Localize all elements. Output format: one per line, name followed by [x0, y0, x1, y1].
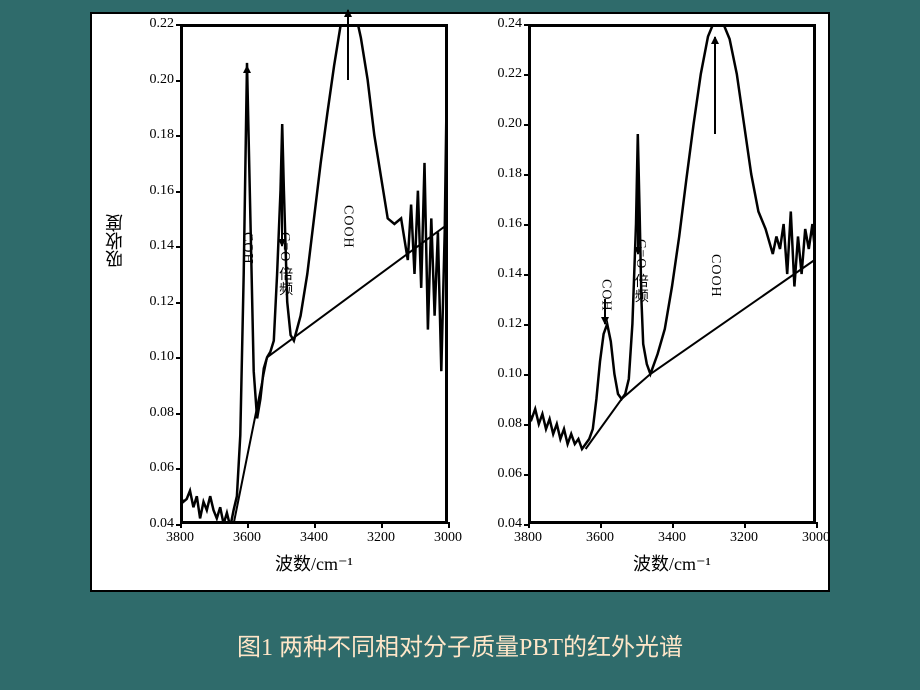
x-axis-label: 波数/cm⁻¹: [633, 550, 711, 576]
x-tick: 3800: [514, 530, 542, 546]
x-tick: 3600: [233, 530, 261, 546]
spectrum-line: [528, 19, 816, 449]
peak-arrow-icon: [246, 66, 248, 108]
peak-arrow-icon: [604, 299, 606, 324]
x-tick: 3200: [367, 530, 395, 546]
figure-card: 0.040.060.080.100.120.140.160.180.200.22…: [90, 12, 830, 592]
peak-arrow-icon: [347, 10, 349, 79]
slide: 0.040.060.080.100.120.140.160.180.200.22…: [0, 0, 920, 690]
x-tick: 3400: [300, 530, 328, 546]
peak-label-COH: COH: [239, 232, 255, 265]
x-tick: 3200: [730, 530, 758, 546]
peak-arrow-icon: [281, 149, 283, 246]
spectrum-line: [180, 14, 448, 527]
x-tick: 3400: [658, 530, 686, 546]
figure-caption: 图1 两种不同相对分子质量PBT的红外光谱: [0, 627, 920, 662]
x-tick: 3000: [802, 530, 830, 546]
panel-left: 0.040.060.080.100.120.140.160.180.200.22…: [92, 14, 460, 590]
x-tick: 3800: [166, 530, 194, 546]
panel-right: 0.040.060.080.100.120.140.160.180.200.22…: [460, 14, 828, 590]
x-tick: 3000: [434, 530, 462, 546]
peak-arrow-icon: [714, 37, 716, 135]
spectrum-svg: [92, 14, 452, 528]
peak-arrow-icon: [637, 149, 639, 254]
peak-label-COOH: COOH: [707, 254, 723, 298]
peak-label-COOH: COOH: [340, 205, 356, 249]
x-axis-label: 波数/cm⁻¹: [275, 550, 353, 576]
x-tick: 3600: [586, 530, 614, 546]
panels: 0.040.060.080.100.120.140.160.180.200.22…: [92, 14, 828, 590]
baseline: [586, 259, 816, 449]
